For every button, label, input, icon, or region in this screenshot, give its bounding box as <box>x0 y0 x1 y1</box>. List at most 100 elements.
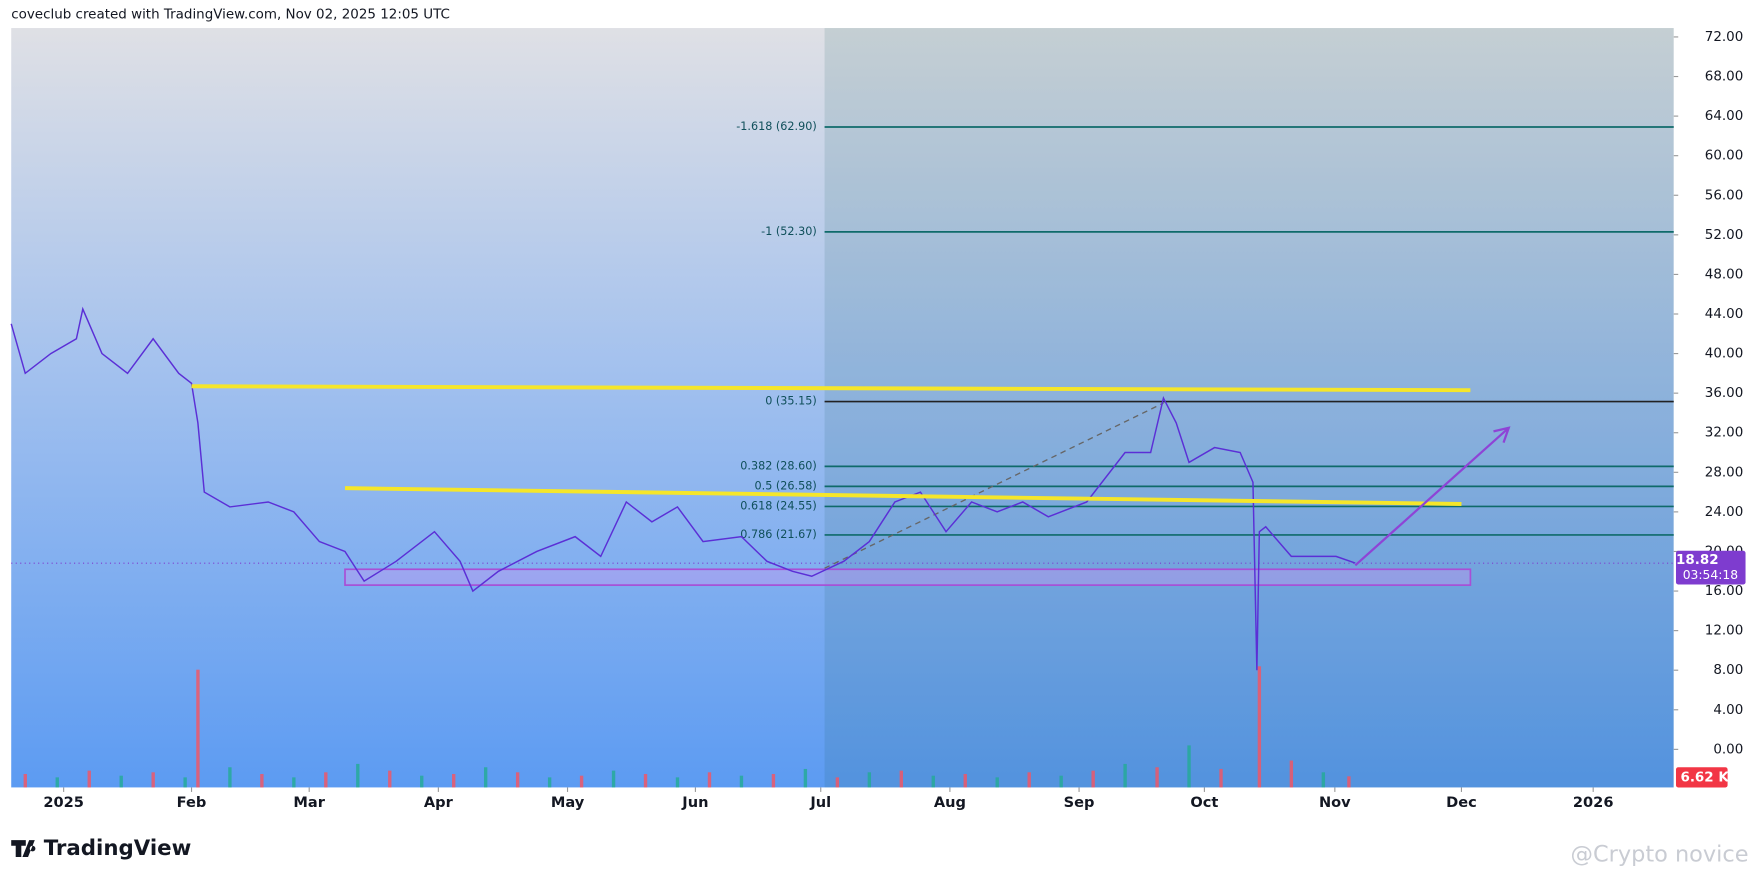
y-tick-label: 12.00 <box>1705 624 1744 639</box>
x-tick-label: Mar <box>293 794 325 811</box>
volume-badge <box>1675 767 1728 788</box>
y-tick-label: 52.00 <box>1705 228 1744 243</box>
x-tick-label: 2025 <box>43 794 84 811</box>
fib-trend-line <box>824 402 1164 569</box>
volume-bar <box>931 775 935 788</box>
watermark: @Crypto novice <box>1571 841 1749 867</box>
fib-label: 0 (35.15) <box>765 395 817 408</box>
logo-icon <box>11 840 36 858</box>
fib-label: 0.5 (26.58) <box>755 479 817 492</box>
header-text: coveclub created with TradingView.com, N… <box>11 8 450 23</box>
trend-line <box>191 384 1471 393</box>
volume-bar <box>899 770 903 788</box>
y-tick-label: 72.00 <box>1705 30 1744 45</box>
volume-bar <box>995 777 999 788</box>
volume-bar <box>803 768 808 788</box>
y-tick-label: 32.00 <box>1705 426 1744 441</box>
x-tick-label: Jun <box>681 794 708 811</box>
fib-label: 0.618 (24.55) <box>740 499 816 512</box>
volume-bar <box>292 777 296 788</box>
volume-bar <box>452 773 456 788</box>
y-tick-label: 24.00 <box>1705 505 1744 520</box>
x-tick-label: Sep <box>1064 794 1095 811</box>
volume-bar <box>643 773 648 788</box>
volume-bar <box>1155 767 1159 788</box>
fib-label: 0.382 (28.60) <box>740 459 816 472</box>
last-price-badge <box>1675 550 1746 585</box>
volume-bar <box>23 773 27 788</box>
volume-bar <box>1347 776 1351 788</box>
volume-bar <box>324 772 328 788</box>
volume-bar <box>1219 768 1223 788</box>
countdown: 03:54:18 <box>1683 568 1738 582</box>
y-tick-label: 48.00 <box>1705 267 1744 282</box>
volume-bar <box>771 773 776 788</box>
y-tick-label: 16.00 <box>1705 584 1744 599</box>
y-tick-label: 64.00 <box>1705 109 1744 124</box>
x-tick-label: Aug <box>934 794 966 811</box>
support-zone <box>344 568 1472 586</box>
x-tick-label: May <box>551 794 585 811</box>
volume-bar <box>547 777 552 788</box>
x-tick-label: Feb <box>177 794 207 811</box>
volume-bar <box>388 770 392 788</box>
volume-bar <box>867 772 872 788</box>
volume-bar <box>183 777 187 788</box>
last-price-label: 18.82 <box>1676 553 1719 568</box>
volume-bar <box>963 773 967 788</box>
x-tick-label: Oct <box>1190 794 1218 811</box>
volume-bar <box>675 777 680 788</box>
volume-bar <box>707 772 712 788</box>
volume-bar <box>420 775 424 788</box>
y-tick-label: 8.00 <box>1713 663 1743 678</box>
volume-bar <box>579 775 584 788</box>
volume-bar <box>1321 772 1326 788</box>
price-axis <box>1673 28 1759 818</box>
x-tick-label: Dec <box>1446 794 1477 811</box>
volume-bar <box>228 767 232 788</box>
volume-bar <box>611 770 616 788</box>
y-tick-label: 56.00 <box>1705 188 1744 203</box>
trend-line <box>344 486 1462 506</box>
fib-label: 0.786 (21.67) <box>740 528 816 541</box>
y-tick-label: 28.00 <box>1705 465 1744 480</box>
y-tick-label: 40.00 <box>1705 347 1744 362</box>
time-axis <box>11 787 1674 818</box>
x-tick-label: Jul <box>809 794 831 811</box>
volume-bar <box>1289 760 1294 788</box>
x-tick-label: Apr <box>424 794 454 811</box>
y-tick-label: 36.00 <box>1705 386 1744 401</box>
fib-label: -1.618 (62.90) <box>736 120 817 133</box>
volume-bar <box>196 669 200 788</box>
volume-bar <box>356 763 360 788</box>
fib-label: -1 (52.30) <box>761 225 817 238</box>
volume-label: 6.62 K <box>1680 770 1729 785</box>
volume-bar <box>835 777 840 788</box>
volume-bar <box>1187 745 1191 788</box>
x-tick-label: 2026 <box>1573 794 1614 811</box>
volume-bar <box>515 772 520 788</box>
logo: TradingView <box>11 836 191 861</box>
volume-bar <box>483 767 488 788</box>
fib-zone <box>824 28 1674 788</box>
projection-arrow <box>1354 426 1511 567</box>
x-tick-label: Nov <box>1319 794 1351 811</box>
plot-background <box>11 28 1674 788</box>
volume-bar <box>1091 770 1095 788</box>
y-tick-label: 60.00 <box>1705 149 1744 164</box>
volume-bar <box>55 777 59 788</box>
y-tick-label: 44.00 <box>1705 307 1744 322</box>
brand: TradingView <box>44 836 192 861</box>
y-tick-label: 4.00 <box>1713 703 1743 718</box>
volume-bar <box>87 770 91 788</box>
volume-bar <box>739 775 744 788</box>
volume-bar <box>151 772 155 788</box>
price-line <box>10 306 1356 671</box>
volume-bar <box>1257 666 1262 788</box>
volume-bar <box>260 773 264 788</box>
y-tick-label: 0.00 <box>1713 742 1743 757</box>
volume-bar <box>1123 763 1127 788</box>
y-tick-label: 68.00 <box>1705 70 1744 85</box>
